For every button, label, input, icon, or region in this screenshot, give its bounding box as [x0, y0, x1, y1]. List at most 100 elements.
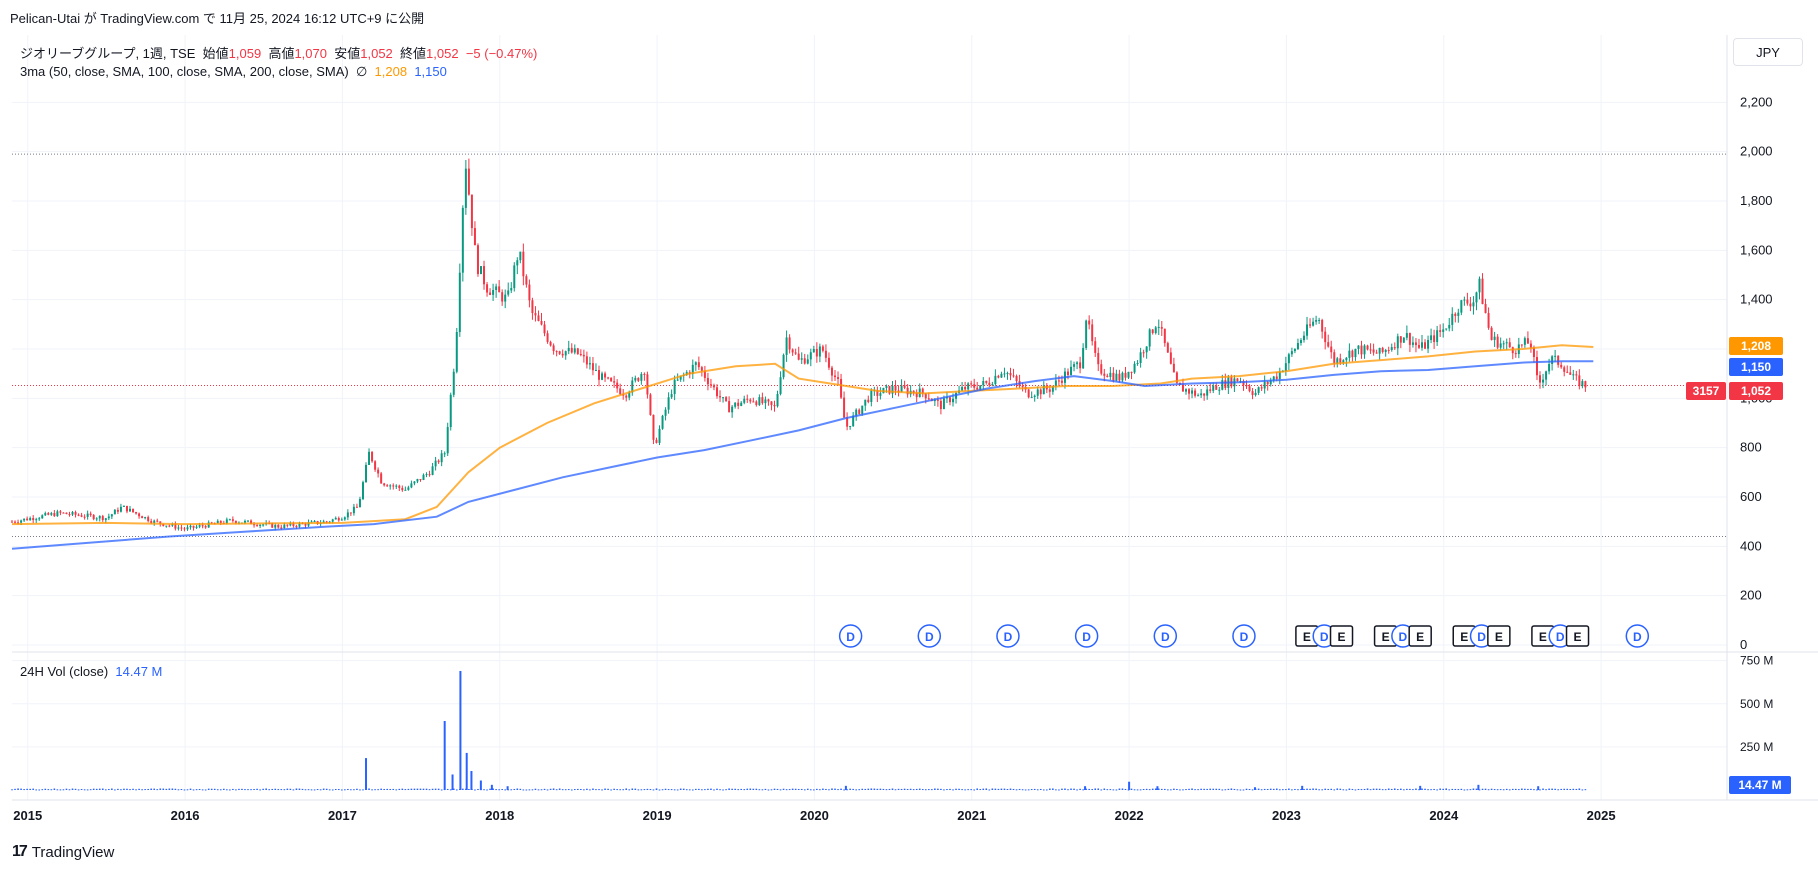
candle-body — [746, 398, 749, 400]
candle-body — [449, 394, 452, 428]
volume-bar — [226, 789, 228, 791]
candle-body — [567, 347, 570, 352]
candle-body — [513, 265, 516, 289]
volume-bar — [32, 788, 34, 790]
symbol-title[interactable]: ジオリーブグループ, 1週, TSE — [20, 46, 196, 61]
volume-bar — [867, 788, 870, 790]
volume-bar — [159, 788, 162, 790]
volume-title[interactable]: 24H Vol (close) — [20, 664, 109, 679]
candle-body — [138, 513, 141, 517]
volume-bar — [970, 789, 972, 791]
volume-bar — [126, 788, 128, 790]
price-tick-label: 200 — [1740, 588, 1762, 603]
volume-value: 14.47 M — [115, 664, 163, 679]
candle-body — [337, 518, 340, 521]
volume-bar — [876, 788, 879, 790]
candle-body — [313, 521, 316, 523]
volume-bar — [852, 788, 854, 790]
volume-bar — [897, 788, 900, 790]
volume-bar — [528, 789, 531, 791]
volume-bar — [165, 788, 168, 790]
volume-bar — [988, 789, 991, 791]
indicator-title[interactable]: 3ma (50, close, SMA, 100, close, SMA, 20… — [20, 64, 349, 79]
last-price-tag: 1,052 — [1729, 382, 1783, 400]
volume-bar — [825, 788, 827, 790]
candle-body — [1009, 373, 1012, 376]
candle-body — [1287, 354, 1290, 364]
volume-bar — [1536, 789, 1538, 791]
candle-body — [98, 516, 101, 519]
time-tick-label: 2019 — [643, 808, 672, 823]
earnings-marker-label: E — [1338, 630, 1346, 644]
volume-bar — [837, 789, 839, 791]
volume-bar — [192, 789, 195, 791]
volume-bar — [350, 789, 352, 791]
candle-body — [1278, 371, 1281, 379]
volume-bar — [858, 789, 861, 791]
candle-body — [1411, 342, 1414, 345]
candle-body — [607, 377, 610, 379]
volume-bar — [1351, 788, 1354, 790]
currency-button[interactable]: JPY — [1733, 38, 1803, 66]
volume-bar — [982, 788, 985, 790]
volume-bar — [655, 788, 658, 790]
volume-bar — [459, 670, 462, 790]
volume-bar — [1239, 789, 1242, 791]
tradingview-logo[interactable]: 17 TradingView — [12, 843, 114, 861]
volume-bar — [831, 788, 833, 790]
volume-bar — [1182, 789, 1184, 791]
volume-series — [11, 670, 1587, 791]
volume-bar — [667, 789, 670, 791]
volume-bar — [888, 788, 891, 790]
volume-bar — [643, 789, 646, 791]
candle-body — [1484, 304, 1487, 314]
candle-body — [758, 397, 761, 405]
candle-body — [1188, 389, 1191, 394]
candle-body — [616, 382, 619, 389]
candle-body — [380, 473, 383, 484]
dividend-marker-label: D — [1082, 630, 1091, 644]
volume-bar — [1118, 788, 1121, 790]
candle-body — [256, 525, 259, 527]
volume-bar — [610, 789, 612, 791]
candle-body — [1578, 375, 1581, 387]
volume-bar — [334, 788, 337, 790]
volume-bar — [1021, 789, 1024, 791]
candle-body — [425, 474, 428, 476]
volume-bar — [1409, 788, 1411, 790]
volume-bar — [979, 789, 982, 791]
candle-body — [737, 402, 740, 406]
close-value: 1,052 — [426, 46, 459, 61]
candle-body — [1333, 352, 1336, 364]
candle-body — [1042, 385, 1045, 395]
volume-bar — [1493, 789, 1496, 791]
candle-body — [504, 294, 507, 302]
volume-bar — [144, 789, 146, 791]
volume-bar — [68, 789, 71, 791]
candle-body — [976, 387, 979, 390]
candle-body — [486, 284, 489, 293]
volume-bar — [259, 789, 261, 791]
volume-bar — [1055, 789, 1057, 791]
candle-body — [776, 393, 779, 407]
candle-body — [973, 384, 976, 388]
dividend-marker-label: D — [1320, 630, 1329, 644]
candle-body — [1336, 358, 1339, 364]
candle-body — [1275, 376, 1278, 379]
candle-body — [691, 364, 694, 375]
volume-bar — [873, 788, 876, 790]
volume-bar — [844, 785, 847, 790]
candle-body — [186, 527, 189, 530]
candle-body — [1169, 352, 1172, 364]
price-tick-label: 800 — [1740, 440, 1762, 455]
candle-body — [410, 483, 413, 488]
candle-body — [407, 487, 410, 490]
candle-body — [1312, 321, 1315, 326]
volume-bar — [274, 788, 277, 790]
earnings-marker-label: E — [1574, 630, 1582, 644]
volume-bar — [834, 788, 836, 790]
volume-bar — [295, 788, 298, 790]
candle-body — [304, 523, 307, 526]
volume-bar — [1321, 789, 1323, 791]
